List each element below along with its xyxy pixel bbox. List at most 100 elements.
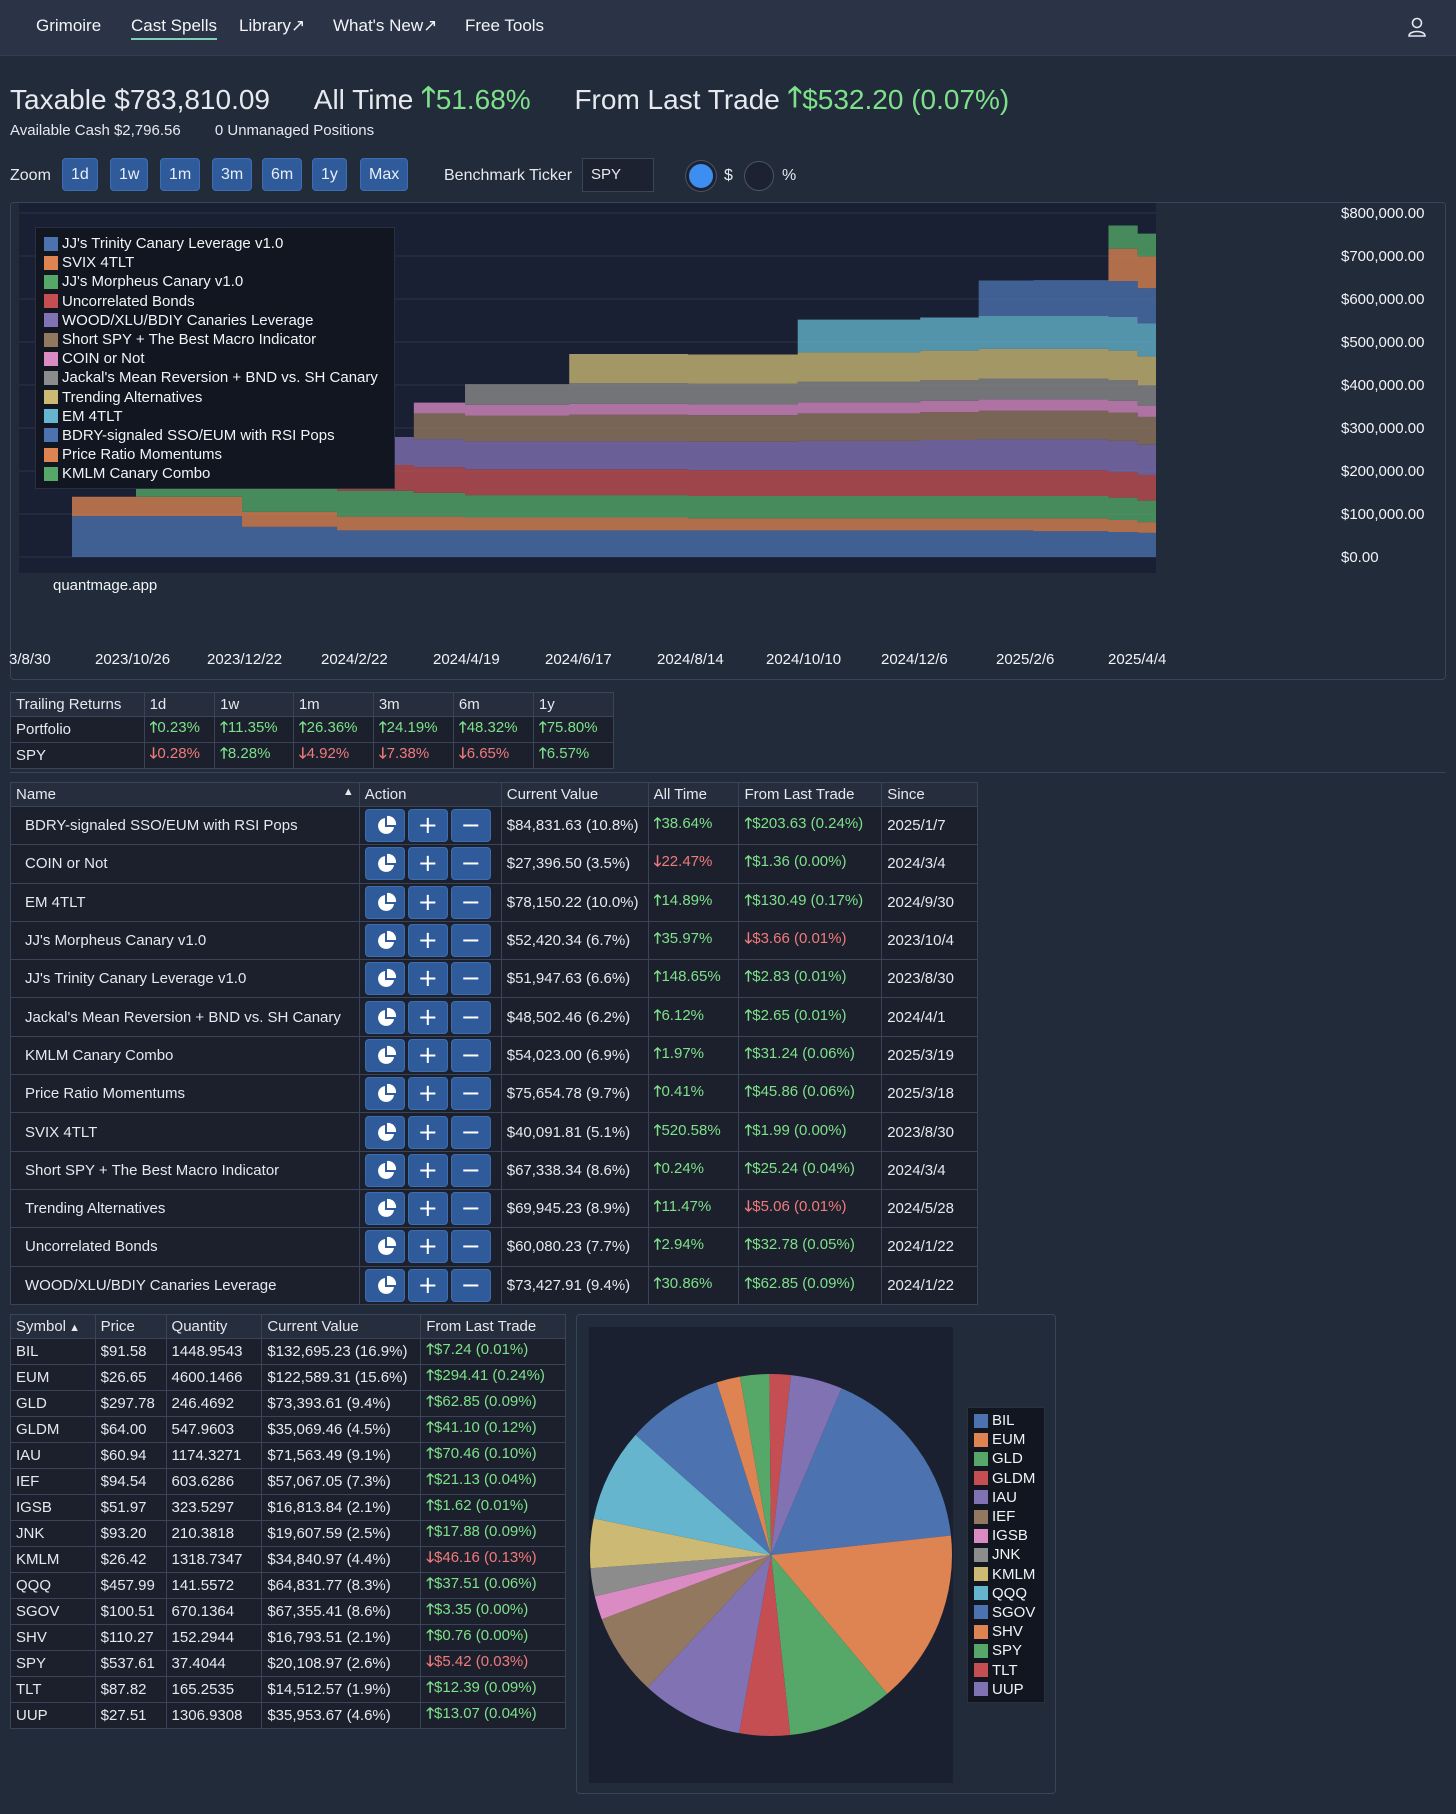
- spell-all-time: 🡑520.58%: [647, 1112, 740, 1152]
- minus-icon[interactable]: −: [450, 1268, 491, 1302]
- zoom-max-button[interactable]: Max: [360, 158, 409, 191]
- trailing-row: SPY 🡓0.28% 🡑8.28% 🡓4.92% 🡓7.38% 🡓6.65% 🡑6.57%: [10, 742, 615, 769]
- zoom-1d-button[interactable]: 1d: [62, 158, 98, 191]
- pie-chart-icon[interactable]: [364, 1192, 405, 1226]
- minus-icon[interactable]: −: [450, 962, 491, 996]
- plus-icon[interactable]: +: [407, 1115, 448, 1149]
- holding-price: $26.42: [94, 1546, 167, 1573]
- holdings-header[interactable]: Symbol ▲: [10, 1314, 96, 1339]
- plus-icon[interactable]: +: [407, 1192, 448, 1226]
- nav-whats-new[interactable]: What's New↗: [333, 16, 438, 35]
- y-tick-label: $400,000.00: [1341, 377, 1425, 394]
- pie-chart-icon[interactable]: [364, 1000, 405, 1034]
- pie-chart-icon[interactable]: [364, 809, 405, 843]
- pie-chart-icon[interactable]: [364, 885, 405, 919]
- plus-icon[interactable]: +: [407, 885, 448, 919]
- up-arrow-icon: 🡑: [426, 1367, 435, 1384]
- dollar-radio[interactable]: [686, 161, 716, 191]
- pie-legend-label: JNK: [992, 1546, 1021, 1564]
- minus-icon[interactable]: −: [450, 1000, 491, 1034]
- pie-chart-icon[interactable]: [364, 924, 405, 958]
- x-tick-label: 2024/10/10: [766, 651, 842, 668]
- plus-icon[interactable]: +: [407, 1038, 448, 1072]
- minus-icon[interactable]: −: [450, 1192, 491, 1226]
- holding-price: $297.78: [94, 1390, 167, 1417]
- y-tick-label: $300,000.00: [1341, 420, 1425, 437]
- up-arrow-icon: 🡑: [744, 1121, 753, 1139]
- pie-chart-icon[interactable]: [364, 847, 405, 881]
- zoom-1m-button[interactable]: 1m: [160, 158, 201, 191]
- trailing-value: 6.65%: [466, 745, 510, 762]
- minus-icon[interactable]: −: [450, 847, 491, 881]
- legend-label: Short SPY + The Best Macro Indicator: [62, 331, 317, 349]
- spell-all-time: 🡓22.47%: [647, 844, 740, 884]
- zoom-3m-button[interactable]: 3m: [212, 158, 253, 191]
- pie-chart-icon[interactable]: [364, 1077, 405, 1111]
- plus-icon[interactable]: +: [407, 1230, 448, 1264]
- nav-free-tools[interactable]: Free Tools: [465, 16, 545, 35]
- up-arrow-icon: 🡑: [426, 1497, 435, 1514]
- plus-icon[interactable]: +: [407, 962, 448, 996]
- spell-since: 2024/1/22: [881, 1265, 978, 1305]
- plus-icon[interactable]: +: [407, 809, 448, 843]
- pie-chart-icon[interactable]: [364, 1230, 405, 1264]
- minus-icon[interactable]: −: [450, 809, 491, 843]
- spells-header[interactable]: Name ▲: [10, 782, 360, 807]
- legend-swatch: [44, 370, 58, 385]
- holding-price: $93.20: [94, 1520, 167, 1547]
- benchmark-ticker-input[interactable]: SPY: [582, 158, 654, 192]
- spell-all-time: 🡑38.64%: [647, 805, 740, 846]
- plus-icon[interactable]: +: [407, 1000, 448, 1034]
- minus-icon[interactable]: −: [450, 1153, 491, 1187]
- holding-quantity: 1318.7347: [165, 1546, 263, 1573]
- legend-item: JJ's Trinity Canary Leverage v1.0: [44, 234, 386, 253]
- minus-icon[interactable]: −: [450, 885, 491, 919]
- minus-icon[interactable]: −: [450, 1038, 491, 1072]
- x-tick-label: 2025/2/6: [996, 651, 1055, 668]
- holding-quantity: 1448.9543: [165, 1338, 263, 1365]
- holding-price: $537.61: [94, 1650, 167, 1677]
- nav-library[interactable]: Library↗: [239, 16, 306, 35]
- minus-icon[interactable]: −: [450, 1230, 491, 1264]
- up-arrow-icon: 🡑: [426, 1341, 435, 1358]
- trailing-header: 3m: [372, 692, 454, 717]
- user-icon[interactable]: [1406, 16, 1428, 38]
- pie-chart-icon[interactable]: [364, 962, 405, 996]
- trailing-value: 24.19%: [386, 719, 438, 736]
- up-arrow-icon: 🡑: [653, 815, 662, 833]
- up-arrow-icon: 🡑: [220, 719, 228, 736]
- pie-legend-swatch: [974, 1471, 988, 1486]
- pie-legend-swatch: [974, 1586, 988, 1601]
- percent-radio[interactable]: [744, 161, 774, 191]
- holding-row: QQQ $457.99 141.5572 $64,831.77 (8.3%) 🡑$37.…: [10, 1572, 566, 1599]
- sort-asc-icon[interactable]: ▲: [342, 786, 354, 798]
- minus-icon[interactable]: −: [450, 924, 491, 958]
- portfolio-chart[interactable]: $800,000.00 $700,000.00 $600,000.00 $500,00…: [9, 202, 1446, 680]
- plus-icon[interactable]: +: [407, 924, 448, 958]
- nav-cast-spells[interactable]: Cast Spells: [131, 16, 217, 40]
- spell-last-trade: 🡑$130.49 (0.17%): [738, 882, 883, 922]
- down-arrow-icon: 🡓: [378, 745, 387, 762]
- holding-symbol: GLD: [10, 1390, 96, 1417]
- plus-icon[interactable]: +: [407, 1153, 448, 1187]
- pie-chart-icon[interactable]: [364, 1153, 405, 1187]
- zoom-1y-button[interactable]: 1y: [312, 158, 347, 191]
- spell-since: 2024/9/30: [881, 882, 978, 922]
- pie-chart-icon[interactable]: [364, 1038, 405, 1072]
- holding-last-trade: 🡑$3.35 (0.00%): [420, 1598, 566, 1625]
- legend-label: Trending Alternatives: [62, 388, 203, 406]
- spell-current-value: $51,947.63 (6.6%): [500, 959, 649, 999]
- zoom-1w-button[interactable]: 1w: [110, 158, 149, 191]
- minus-icon[interactable]: −: [450, 1077, 491, 1111]
- sort-asc-icon[interactable]: ▲: [66, 1322, 80, 1334]
- holding-symbol: JNK: [10, 1520, 96, 1547]
- plus-icon[interactable]: +: [407, 847, 448, 881]
- plus-icon[interactable]: +: [407, 1077, 448, 1111]
- pie-legend-swatch: [974, 1451, 988, 1466]
- minus-icon[interactable]: −: [450, 1115, 491, 1149]
- nav-grimoire[interactable]: Grimoire: [36, 16, 102, 35]
- pie-chart-icon[interactable]: [364, 1115, 405, 1149]
- plus-icon[interactable]: +: [407, 1268, 448, 1302]
- pie-chart-icon[interactable]: [364, 1268, 405, 1302]
- zoom-6m-button[interactable]: 6m: [262, 158, 303, 191]
